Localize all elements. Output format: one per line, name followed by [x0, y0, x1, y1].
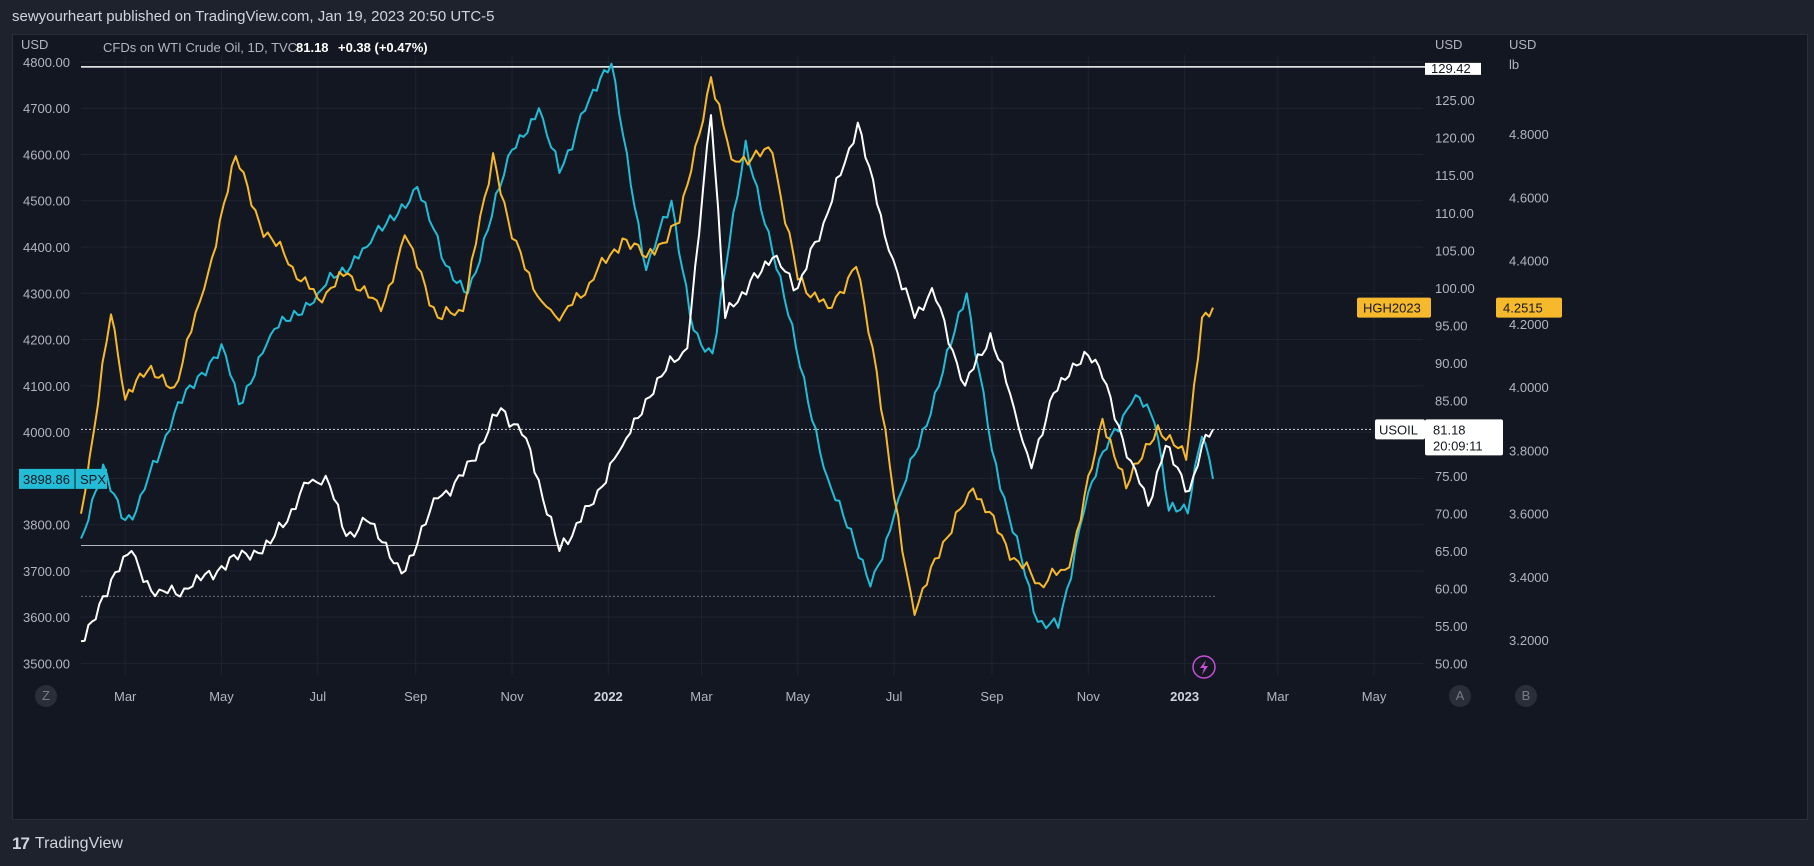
x-tick-label: May	[209, 689, 234, 704]
top-value-label: 129.42	[1431, 61, 1471, 76]
left-tick-label: 4500.00	[23, 194, 70, 209]
legend-change: +0.38 (+0.47%)	[338, 40, 428, 55]
zoom-z-button[interactable]: Z	[35, 685, 57, 707]
copper-value-badge	[1496, 297, 1562, 318]
legend-symbol: CFDs on WTI Crude Oil, 1D, TVC	[103, 40, 297, 55]
oil-countdown: 20:09:11	[1433, 438, 1483, 453]
right-tick-label: 4.8000	[1509, 127, 1549, 142]
right-tick-label: 3.6000	[1509, 507, 1549, 522]
left-axis-unit: USD	[21, 37, 48, 52]
legend[interactable]: CFDs on WTI Crude Oil, 1D, TVC 81.18 +0.…	[103, 40, 428, 55]
oil-name-badge	[1375, 419, 1425, 440]
right-tick-label: 4.0000	[1509, 380, 1549, 395]
left-tick-label: 4400.00	[23, 240, 70, 255]
mid-tick-label: 55.00	[1435, 619, 1468, 634]
right-tick-label: 4.4000	[1509, 254, 1549, 269]
copper-line	[80, 76, 1214, 616]
x-tick-label: Nov	[1077, 689, 1101, 704]
x-tick-label: Nov	[500, 689, 524, 704]
oil-value-badge	[1425, 419, 1503, 456]
lightning-icon[interactable]	[1192, 655, 1216, 679]
copper-last-value: 4.2515	[1503, 301, 1543, 316]
right-axis-unit-lb: lb	[1509, 57, 1519, 72]
mid-tick-label: 65.00	[1435, 544, 1468, 559]
right-tick-label: 4.6000	[1509, 190, 1549, 205]
mid-tick-label: 70.00	[1435, 506, 1468, 521]
mid-tick-label: 110.00	[1435, 206, 1474, 221]
left-tick-label: 3800.00	[23, 518, 70, 533]
x-tick-label: Sep	[404, 689, 427, 704]
series-layer	[80, 62, 1214, 643]
mid-axis-unit: USD	[1435, 37, 1462, 52]
x-tick-label: May	[1362, 689, 1387, 704]
x-tick-label: Sep	[980, 689, 1003, 704]
spx-last-badge	[19, 468, 107, 489]
x-tick-label: Mar	[1267, 689, 1290, 704]
mid-tick-label: 50.00	[1435, 657, 1468, 672]
right-tick-label: 4.2000	[1509, 317, 1549, 332]
mid-tick-label: 85.00	[1435, 394, 1468, 409]
x-tick-label: 2023	[1170, 689, 1199, 704]
left-tick-label: 4000.00	[23, 425, 70, 440]
price-chart[interactable]: Mar May Jul Sep Nov 2022 Mar May Jul Sep Nov 2023 Ma…	[13, 35, 1807, 819]
top-value-badge	[1425, 62, 1481, 75]
mid-tick-label: 100.00	[1435, 281, 1475, 296]
chart-frame[interactable]: Mar May Jul Sep Nov 2022 Mar May Jul Sep Nov 2023 Ma…	[12, 34, 1808, 820]
mid-tick-label: 95.00	[1435, 319, 1468, 334]
axes: Mar May Jul Sep Nov 2022 Mar May Jul Sep Nov 2023 Ma…	[21, 37, 1549, 704]
auto-scale-a-button[interactable]: A	[1449, 685, 1471, 707]
price-labels: 3898.86 SPX HGH2023 4.2515 USOIL 81.1820:09:1…	[19, 297, 1562, 489]
left-tick-label: 4800.00	[23, 55, 70, 70]
reference-lines	[81, 66, 1425, 597]
left-tick-label: 3700.00	[23, 564, 70, 579]
spx-line	[80, 62, 1214, 630]
x-tick-label: Mar	[114, 689, 137, 704]
scale-b-button[interactable]: B	[1515, 685, 1537, 707]
oil-last-value: 81.18	[1433, 422, 1466, 437]
right-axis-unit: USD	[1509, 37, 1536, 52]
oil-line	[80, 114, 1214, 643]
spx-last-name: SPX	[80, 472, 106, 487]
oil-last-name: USOIL	[1379, 422, 1418, 437]
left-tick-label: 3600.00	[23, 610, 70, 625]
mid-tick-label: 120.00	[1435, 131, 1475, 146]
left-tick-label: 4300.00	[23, 286, 70, 301]
brand-label: TradingView	[34, 835, 123, 852]
mid-tick-label: 75.00	[1435, 469, 1468, 484]
x-tick-label: Mar	[690, 689, 713, 704]
x-tick-label: Jul	[886, 689, 903, 704]
left-tick-label: 4600.00	[23, 147, 70, 162]
copper-name-badge	[1357, 297, 1431, 318]
right-tick-label: 3.4000	[1509, 570, 1549, 585]
tradingview-logo-icon: 17	[12, 834, 30, 853]
mid-tick-label: 125.00	[1435, 93, 1475, 108]
mid-tick-label: 60.00	[1435, 582, 1468, 597]
left-tick-label: 4700.00	[23, 101, 70, 116]
tradingview-brand[interactable]: 17 TradingView	[12, 834, 123, 854]
spx-last-value: 3898.86	[23, 472, 70, 487]
x-tick-label: Jul	[310, 689, 327, 704]
published-caption: sewyourheart published on TradingView.co…	[12, 8, 495, 25]
x-tick-label: 2022	[594, 689, 623, 704]
mid-tick-label: 105.00	[1435, 243, 1475, 258]
right-tick-label: 3.8000	[1509, 443, 1549, 458]
mid-tick-label: 115.00	[1435, 168, 1474, 183]
grid	[81, 55, 1423, 675]
copper-last-name: HGH2023	[1363, 301, 1421, 316]
x-tick-label: May	[786, 689, 811, 704]
mid-tick-label: 90.00	[1435, 356, 1468, 371]
right-tick-label: 3.2000	[1509, 633, 1549, 648]
left-tick-label: 4100.00	[23, 379, 70, 394]
legend-price: 81.18	[296, 40, 329, 55]
left-tick-label: 4200.00	[23, 333, 70, 348]
left-tick-label: 3500.00	[23, 656, 70, 671]
